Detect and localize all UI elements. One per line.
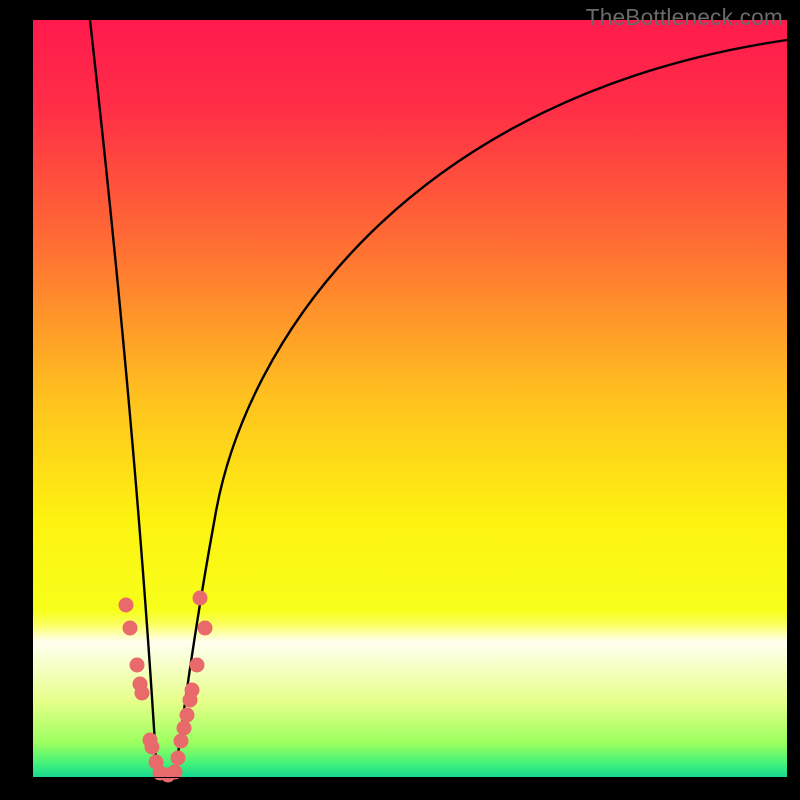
marker-point (180, 708, 195, 723)
marker-point (130, 658, 145, 673)
marker-point (119, 598, 134, 613)
marker-point (145, 740, 160, 755)
marker-point (174, 734, 189, 749)
marker-point (198, 621, 213, 636)
bottleneck-chart-svg (0, 0, 800, 800)
plot-gradient-area (33, 20, 787, 777)
marker-point (193, 591, 208, 606)
marker-point (177, 721, 192, 736)
marker-point (171, 751, 186, 766)
marker-point (190, 658, 205, 673)
marker-point (135, 686, 150, 701)
marker-point (185, 683, 200, 698)
chart-container: TheBottleneck.com (0, 0, 800, 800)
marker-point (123, 621, 138, 636)
watermark-text: TheBottleneck.com (586, 4, 783, 31)
